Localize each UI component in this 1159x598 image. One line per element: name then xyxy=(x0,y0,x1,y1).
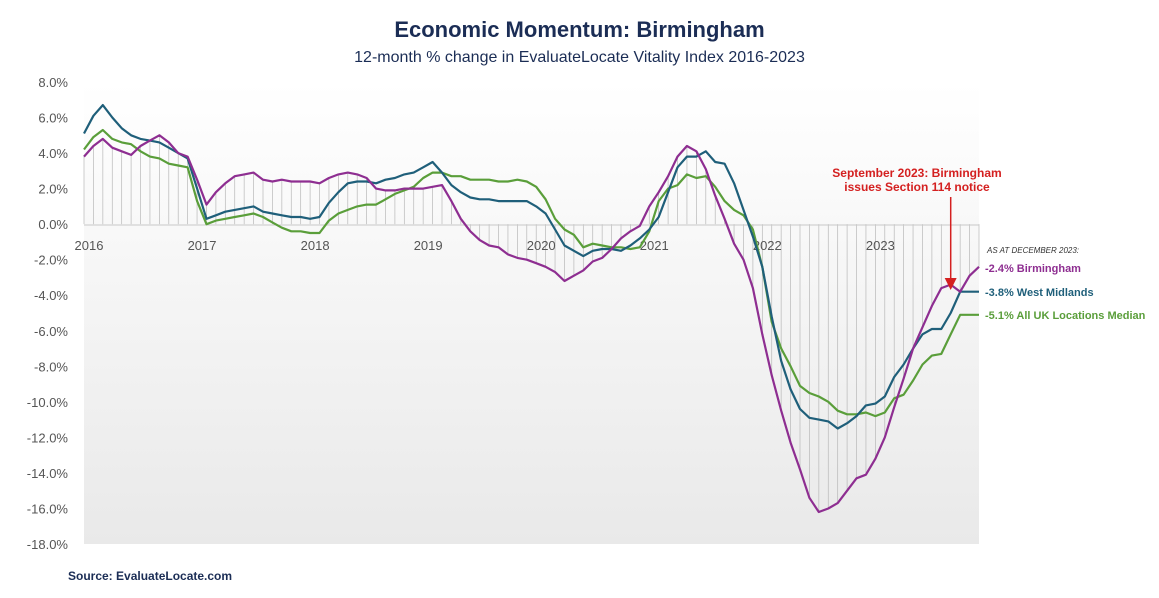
y-tick-label: 0.0% xyxy=(38,217,68,232)
y-axis: 8.0% 6.0% 4.0% 2.0% 0.0% -2.0% -4.0% -6.0% -8.0%… xyxy=(27,75,69,552)
drop-lines xyxy=(83,135,980,513)
x-tick-label: 2021 xyxy=(640,238,669,253)
y-tick-label: -14.0% xyxy=(27,466,69,481)
y-tick-label: 8.0% xyxy=(38,75,68,90)
y-tick-label: -4.0% xyxy=(34,288,68,303)
series-line-all-uk-locations-median xyxy=(83,128,979,418)
x-tick-label: 2022 xyxy=(753,238,782,253)
y-tick-label: -16.0% xyxy=(27,501,69,516)
y-tick-label: -12.0% xyxy=(27,430,69,445)
annotation-line-1: September 2023: Birmingham xyxy=(832,166,1001,180)
x-tick-label: 2020 xyxy=(527,238,556,253)
chart-title: Economic Momentum: Birmingham xyxy=(394,17,765,42)
x-tick-label: 2016 xyxy=(75,238,104,253)
x-tick-label: 2017 xyxy=(188,238,217,253)
annotation-line-2: issues Section 114 notice xyxy=(844,180,990,194)
end-labels: -2.4% Birmingham -3.8% West Midlands -5.1%… xyxy=(985,263,1146,322)
chart-subtitle: 12-month % change in EvaluateLocate Vita… xyxy=(354,49,805,66)
x-tick-label: 2019 xyxy=(414,238,443,253)
y-tick-label: 2.0% xyxy=(38,182,68,197)
x-axis: 2016 2017 2018 2019 2020 2021 2022 2023 xyxy=(75,238,895,253)
end-label-all-uk-locations-median: -5.1% All UK Locations Median xyxy=(985,310,1146,322)
y-tick-label: 4.0% xyxy=(38,146,68,161)
as-at-label: AS AT DECEMBER 2023: xyxy=(986,246,1079,255)
y-tick-label: -18.0% xyxy=(27,537,69,552)
x-tick-label: 2018 xyxy=(301,238,330,253)
plot-background xyxy=(84,82,979,544)
x-tick-label: 2023 xyxy=(866,238,895,253)
annotation: September 2023: Birmingham issues Sectio… xyxy=(832,166,1002,290)
end-label-west-midlands: -3.8% West Midlands xyxy=(985,287,1094,299)
end-label-birmingham: -2.4% Birmingham xyxy=(985,263,1081,275)
y-tick-label: -10.0% xyxy=(27,395,69,410)
y-tick-label: -6.0% xyxy=(34,324,68,339)
series-line-west-midlands xyxy=(83,103,979,430)
series-lines xyxy=(83,103,980,514)
y-tick-label: -8.0% xyxy=(34,359,68,374)
series-line-birmingham xyxy=(83,134,980,514)
source-note: Source: EvaluateLocate.com xyxy=(68,569,233,583)
y-tick-label: 6.0% xyxy=(38,111,68,126)
y-tick-label: -2.0% xyxy=(34,253,68,268)
